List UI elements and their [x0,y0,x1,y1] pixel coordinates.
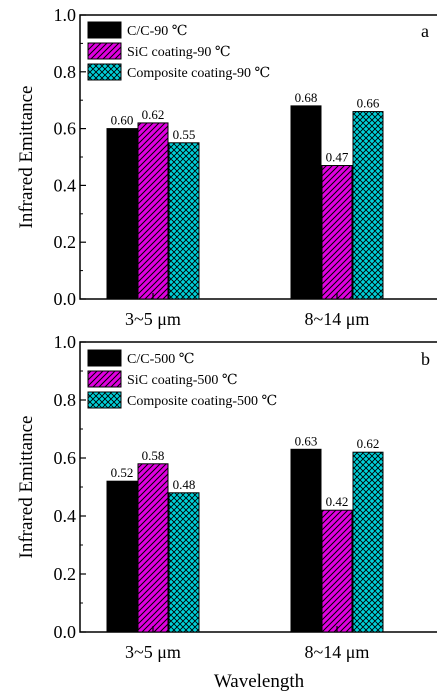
bar [290,448,322,633]
legend-swatch [87,42,122,60]
bar [352,111,384,300]
bar [168,142,200,300]
panel-label: b [421,349,430,369]
bar [321,509,353,633]
x-axis: 3~5 μm 8~14 μm [125,293,369,329]
legend-label: Composite coating-500 ℃ [127,394,277,409]
legend-swatch [87,63,122,81]
x-tick-label: 3~5 μm [125,309,181,329]
y-axis-title: Infrared Emittance [16,86,37,229]
x-tick-label: 3~5 μm [125,642,181,662]
y-tick-label: 0.0 [54,289,77,309]
bar [137,122,169,300]
data-label: 0.52 [111,465,134,480]
legend: C/C-500 ℃ SiC coating-500 ℃ Composite coat… [87,349,277,409]
y-tick-label: 0.2 [54,232,77,252]
data-label: 0.48 [173,477,196,492]
bar [168,492,200,633]
y-axis: 0.0 0.2 0.4 0.6 0.8 1.0 [54,5,86,309]
data-label: 0.42 [326,494,349,509]
panel-label: a [421,21,429,41]
data-label: 0.58 [142,448,165,463]
y-tick-label: 0.6 [54,119,77,139]
data-label: 0.68 [295,90,318,105]
data-label: 0.55 [173,127,196,142]
data-label: 0.66 [357,96,380,111]
x-tick-label: 8~14 μm [305,642,370,662]
data-label: 0.63 [295,433,318,448]
y-tick-label: 0.0 [54,622,77,642]
x-axis-title: Wavelength [214,671,305,692]
bar [352,451,384,633]
legend-swatch [87,349,122,367]
x-tick-label: 8~14 μm [305,309,370,329]
legend-label: C/C-500 ℃ [127,352,194,367]
data-label: 0.47 [326,150,349,165]
panel-a: Infrared Emittance a 0.00.20.40.60.81.0 … [16,5,437,329]
legend-label: SiC coating-90 ℃ [127,45,231,60]
x-axis: 3~5 μm 8~14 μm [125,626,369,662]
data-label: 0.60 [111,113,134,128]
legend-label: SiC coating-500 ℃ [127,373,238,388]
bar-group: 0.60 0.62 0.55 0.68 0.47 0.66 [106,90,384,300]
y-tick-label: 1.0 [54,332,77,352]
y-tick-label: 0.6 [54,448,77,468]
legend-swatch [87,21,122,39]
y-tick-label: 0.4 [54,175,77,195]
bar [106,480,138,633]
y-tick-label: 0.2 [54,564,77,584]
bar [290,105,322,300]
y-axis: 0.0 0.2 0.4 0.6 0.8 1.0 [54,332,86,642]
legend-label: C/C-90 ℃ [127,24,187,39]
data-label: 0.62 [357,436,380,451]
y-tick-label: 0.8 [54,390,77,410]
panel-b: Infrared Emittance b 0.00.20.40.60.81.0 … [16,332,437,662]
legend-label: Composite coating-90 ℃ [127,66,270,81]
y-tick-label: 0.8 [54,62,77,82]
legend: C/C-90 ℃ SiC coating-90 ℃ Composite coatin… [87,21,270,81]
legend-swatch [87,370,122,388]
y-tick-label: 1.0 [54,5,77,25]
y-axis-title: Infrared Emittance [16,416,37,559]
y-tick-label: 0.4 [54,506,77,526]
bar [321,165,353,300]
legend-swatch [87,391,122,409]
data-label: 0.62 [142,107,165,122]
bar [106,128,138,300]
bar [137,463,169,633]
bar-group: 0.52 0.58 0.48 0.63 0.42 0.62 [106,433,384,633]
